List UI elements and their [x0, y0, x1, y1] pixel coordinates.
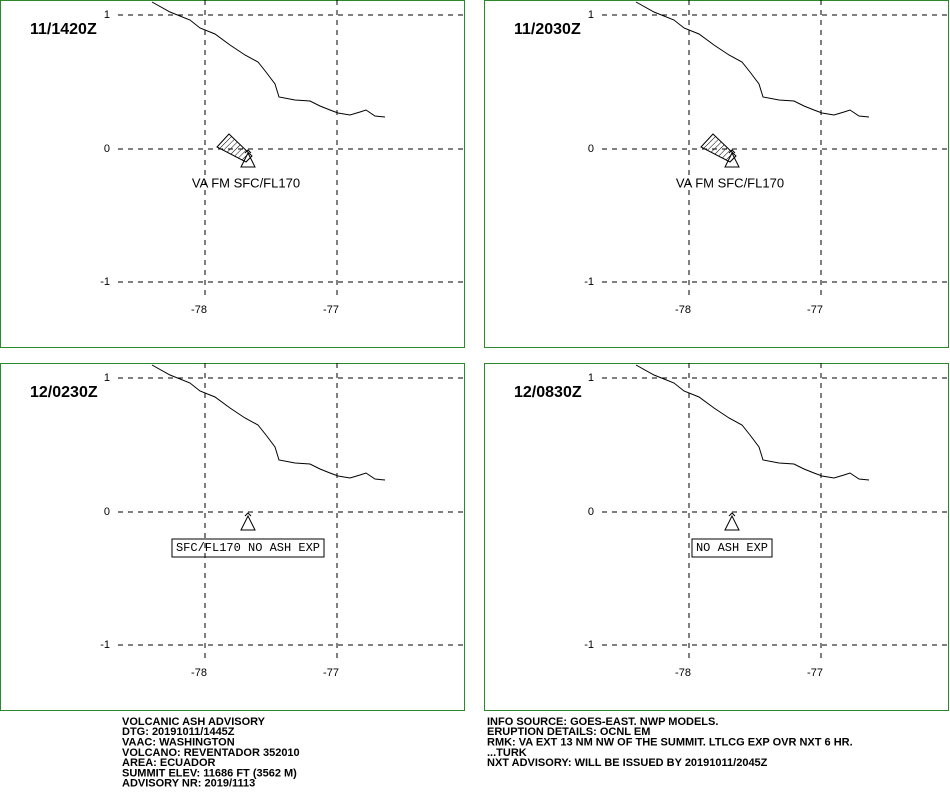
advisory-line: ERUPTION DETAILS: OCNL EM [487, 726, 650, 738]
map-panel: 1 0 -1 -78 -77 11/2030Z VA FM SFC/FL170 [484, 0, 949, 348]
advisory-line: ...TURK [487, 747, 527, 759]
map-panel: 1 0 -1 -78 -77 11/1420Z VA FM SFC/FL170 [0, 0, 465, 348]
lat-label: 1 [588, 372, 594, 384]
lon-label: -77 [807, 304, 823, 316]
advisory-line: SUMMIT ELEV: 11686 FT (3562 M) [122, 767, 297, 779]
panel-frame [484, 0, 949, 348]
lon-label: -77 [807, 667, 823, 679]
advisory-line: NXT ADVISORY: WILL BE ISSUED BY 20191011… [487, 757, 768, 769]
lat-label: 0 [104, 506, 110, 518]
lat-label: 1 [104, 9, 110, 21]
map-panel: 1 0 -1 -78 -77 12/0830Z NO ASH EXP [484, 363, 949, 711]
lon-label: -78 [675, 667, 691, 679]
lat-label: -1 [584, 639, 594, 651]
coastline [151, 364, 386, 481]
coastline [151, 1, 386, 118]
lat-label: -1 [100, 639, 110, 651]
ash-annotation: VA FM SFC/FL170 [676, 175, 784, 190]
advisory-line: VOLCANO: REVENTADOR 352010 [122, 747, 300, 759]
lat-label: 0 [104, 143, 110, 155]
map-panel: 1 0 -1 -78 -77 12/0230Z SFC/FL170 NO ASH EXP [0, 363, 465, 711]
ash-cloud [216, 133, 253, 163]
lat-label: -1 [584, 276, 594, 288]
advisory-line: RMK: VA EXT 13 NM NW OF THE SUMMIT. LTLC… [487, 737, 853, 749]
coastline [635, 364, 870, 481]
ash-annotation: SFC/FL170 NO ASH EXP [176, 541, 320, 555]
volcano-symbol [240, 512, 256, 531]
lon-label: -77 [323, 667, 339, 679]
valid-time: 11/1420Z [30, 21, 97, 38]
lon-label: -77 [323, 304, 339, 316]
advisory-line: AREA: ECUADOR [122, 757, 216, 769]
lat-label: 0 [588, 143, 594, 155]
lon-label: -78 [675, 304, 691, 316]
panel-frame [0, 0, 465, 348]
advisory-line: VAAC: WASHINGTON [122, 737, 235, 749]
volcano-symbol [724, 512, 740, 531]
advisory-line: DTG: 20191011/1445Z [122, 726, 235, 738]
valid-time: 12/0830Z [514, 384, 582, 401]
lat-label: 1 [588, 9, 594, 21]
ash-cloud [700, 133, 737, 163]
valid-time: 11/2030Z [514, 21, 581, 38]
ash-annotation: VA FM SFC/FL170 [192, 175, 300, 190]
advisory-line: INFO SOURCE: GOES-EAST. NWP MODELS. [487, 716, 718, 728]
advisory-line: ADVISORY NR: 2019/1113 [122, 778, 255, 790]
panel-frame [0, 363, 465, 711]
annotation-box [171, 538, 325, 558]
lon-label: -78 [191, 304, 207, 316]
ash-annotation: NO ASH EXP [696, 541, 768, 555]
panel-frame [484, 363, 949, 711]
coastline [635, 1, 870, 118]
lat-label: -1 [100, 276, 110, 288]
valid-time: 12/0230Z [30, 384, 98, 401]
lat-label: 1 [104, 372, 110, 384]
annotation-box [691, 538, 773, 558]
lon-label: -78 [191, 667, 207, 679]
lat-label: 0 [588, 506, 594, 518]
advisory-line: VOLCANIC ASH ADVISORY [122, 716, 266, 728]
